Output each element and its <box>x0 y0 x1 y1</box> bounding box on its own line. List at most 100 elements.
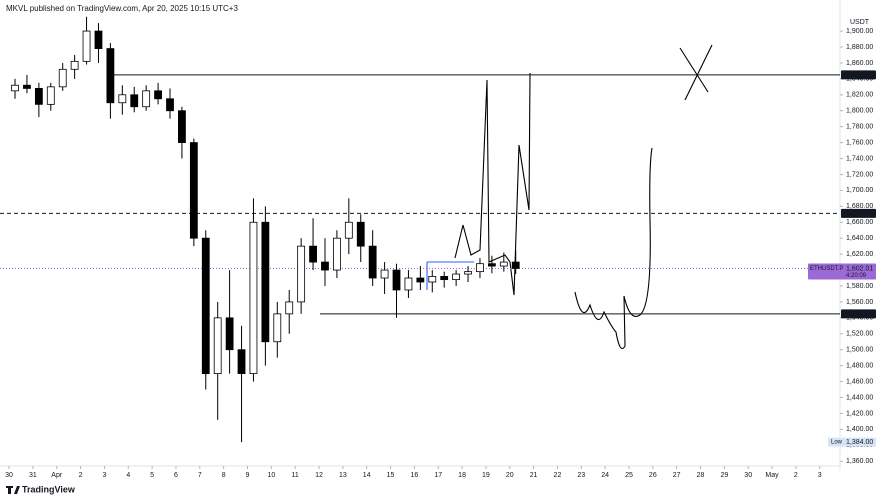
y-tick-label: 1,360.00 <box>846 458 873 465</box>
x-tick-label: 10 <box>267 472 275 479</box>
y-tick-label: 1,680.00 <box>846 203 873 210</box>
y-tick-label: 1,700.00 <box>846 187 873 194</box>
candle-body <box>321 261 329 271</box>
x-tick-label: 2 <box>794 472 798 479</box>
candle-body <box>511 261 520 269</box>
x-tick-label: 27 <box>673 472 681 479</box>
x-tick-label: 31 <box>29 472 37 479</box>
x-tick-label: 15 <box>387 472 395 479</box>
candle-body <box>130 94 139 108</box>
x-tick-label: 22 <box>554 472 562 479</box>
y-tick-label: 1,820.00 <box>846 92 873 99</box>
x-tick-label: 12 <box>315 472 323 479</box>
x-tick-label: 3 <box>102 472 106 479</box>
y-tick-label: 1,460.00 <box>846 378 873 385</box>
y-tick-label: 1,580.00 <box>846 283 873 290</box>
y-tick-label: 1,760.00 <box>846 139 873 146</box>
x-tick-label: 30 <box>744 472 752 479</box>
chart-title: MKVL published on TradingView.com, Apr 2… <box>6 4 238 13</box>
x-tick-label: 11 <box>292 472 299 479</box>
price-label-box <box>841 208 876 218</box>
logo-mark <box>6 486 20 494</box>
x-tick-label: 23 <box>577 472 585 479</box>
y-tick-label: 1,400.00 <box>846 426 873 433</box>
y-tick-label: 1,440.00 <box>846 394 873 401</box>
x-tick-label: 6 <box>174 472 178 479</box>
candle-body <box>58 68 67 88</box>
x-tick-label: 24 <box>601 472 609 479</box>
price-label-box <box>841 309 876 319</box>
candle-body <box>118 94 127 104</box>
x-tick-label: 20 <box>506 472 514 479</box>
price-label: 1,844.97 <box>846 72 873 79</box>
y-tick-label: 1,480.00 <box>846 362 873 369</box>
y-tick-label: 1,720.00 <box>846 171 873 178</box>
candle-body <box>70 60 79 70</box>
low-text: Low <box>831 440 843 446</box>
x-mark <box>679 44 713 101</box>
candle-body <box>333 237 341 271</box>
price-label: 1,545.06 <box>846 311 873 318</box>
candle-body <box>440 276 449 281</box>
x-tick-label: 30 <box>5 472 13 479</box>
candle-body <box>249 221 258 375</box>
x-tick-label: 3 <box>818 472 822 479</box>
candle-body <box>487 263 496 267</box>
x-tick-label: Apr <box>51 472 63 479</box>
candle-body <box>297 245 306 303</box>
x-tick-label: 14 <box>363 472 371 479</box>
drawings <box>426 44 713 350</box>
candle-body <box>213 317 222 375</box>
candle-body <box>368 245 377 279</box>
brand: TradingView <box>22 484 76 494</box>
y-tick-label: 1,780.00 <box>846 124 873 131</box>
series-name: ETHUSDT.P <box>810 266 843 272</box>
y-tick-label: 1,860.00 <box>846 60 873 67</box>
candle-body <box>237 349 246 375</box>
candle-body <box>428 276 437 283</box>
y-tick-label: 1,520.00 <box>846 331 873 338</box>
candle-body <box>261 221 270 343</box>
price-label: 1,602.01 <box>846 265 873 272</box>
candle-body <box>392 269 401 291</box>
y-tick-label: 1,800.00 <box>846 108 873 115</box>
candle-body <box>452 273 461 281</box>
candle-body <box>189 142 198 239</box>
candle-body <box>225 317 234 351</box>
y-tick-label: 1,740.00 <box>846 155 873 162</box>
x-tick-label: 25 <box>625 472 633 479</box>
price-label-box <box>841 70 876 80</box>
projection-curve <box>574 147 653 350</box>
candle-body <box>499 261 508 267</box>
y-tick-label: 1,880.00 <box>846 44 873 51</box>
candle-body <box>344 221 353 239</box>
y-tick-label: 1,640.00 <box>846 235 873 242</box>
x-tick-label: 9 <box>246 472 250 479</box>
x-tick-label: 4 <box>126 472 130 479</box>
candle-body <box>285 301 294 315</box>
candle-body <box>273 313 282 343</box>
candle-body <box>464 271 472 275</box>
y-tick-label: 1,500.00 <box>846 347 873 354</box>
candle-body <box>201 237 210 375</box>
candle-body <box>416 277 425 283</box>
candle-body <box>94 30 103 49</box>
candle-body <box>166 98 174 112</box>
y-tick-label: 1,660.00 <box>846 219 873 226</box>
price-label: 1,384.00 <box>846 439 873 446</box>
x-tick-label: 19 <box>482 472 490 479</box>
axis-unit: USDT <box>850 19 870 26</box>
y-tick-label: 1,900.00 <box>846 28 873 35</box>
price-label-box <box>808 263 876 280</box>
x-tick-label: 28 <box>697 472 705 479</box>
candle-body <box>476 263 484 273</box>
x-tick-label: 18 <box>458 472 466 479</box>
x-tick-label: 29 <box>720 472 728 479</box>
logo: TradingView <box>6 484 76 494</box>
candle-body <box>154 90 162 100</box>
price-label: 1,671.21 <box>846 210 873 217</box>
candle-body <box>404 277 413 291</box>
y-tick-label: 1,420.00 <box>846 410 873 417</box>
